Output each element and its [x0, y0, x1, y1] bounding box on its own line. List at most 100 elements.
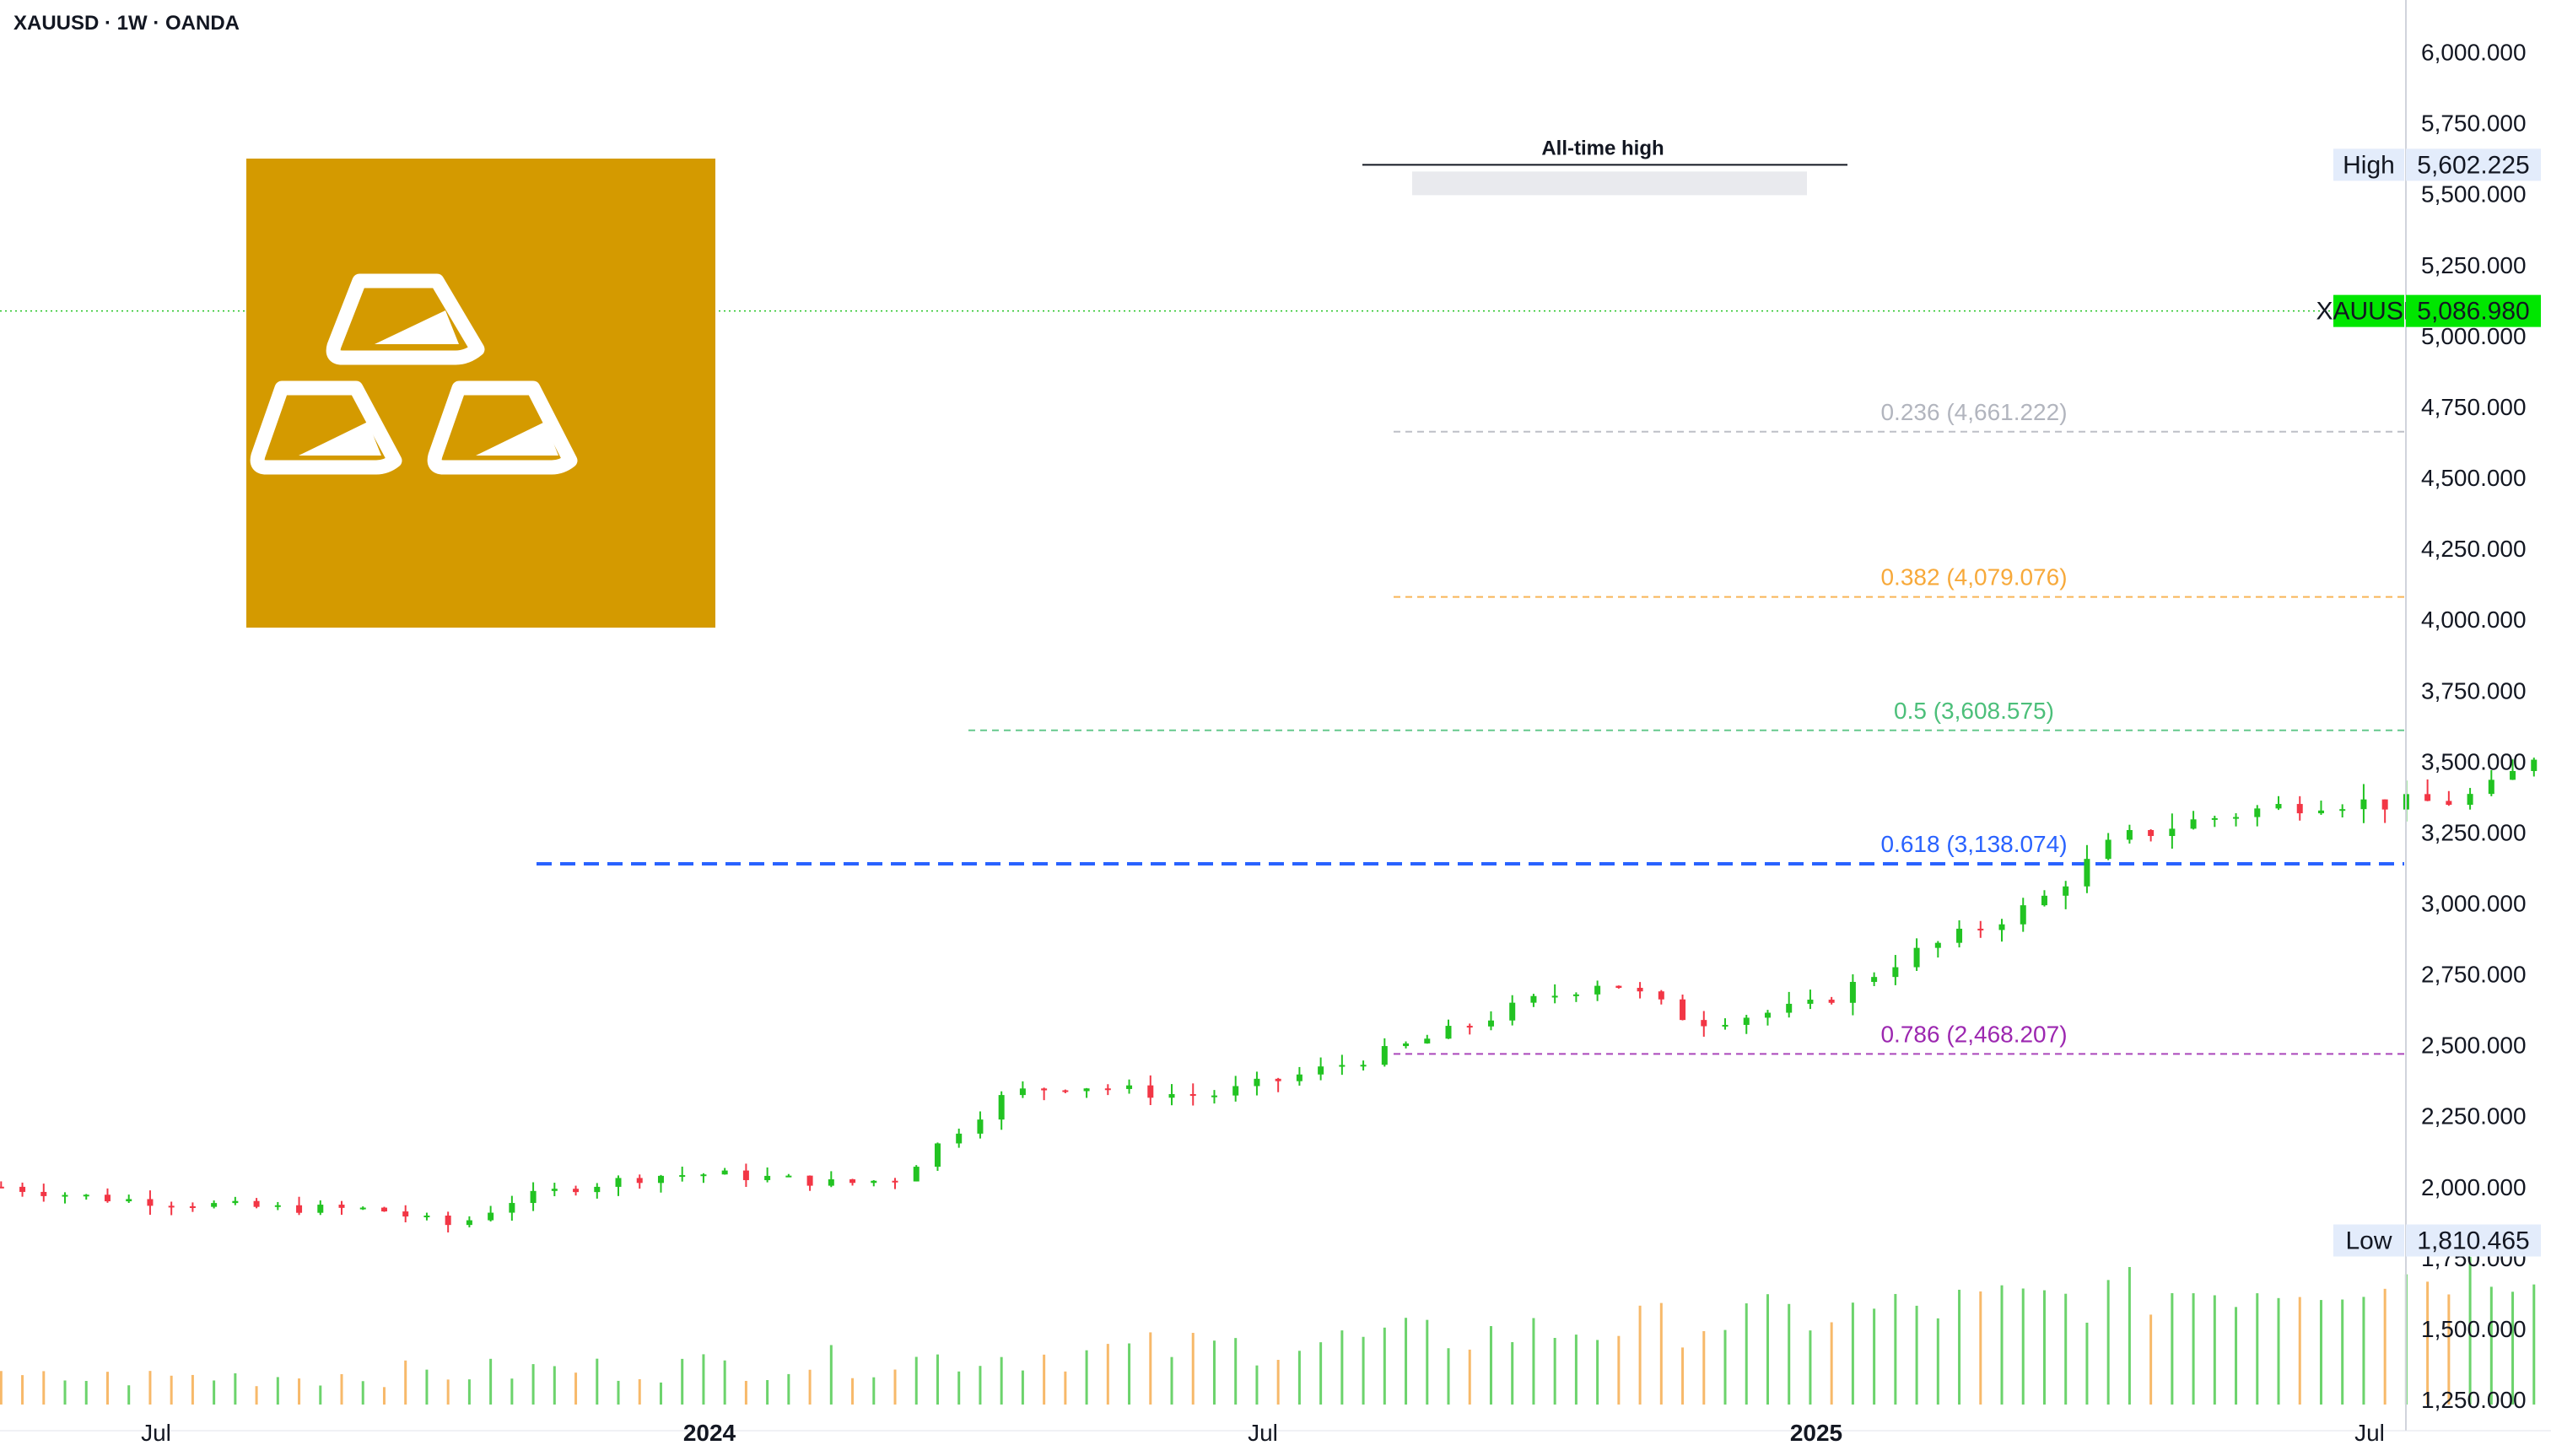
volume-bar — [893, 1369, 897, 1405]
candle-body — [2169, 828, 2176, 837]
volume-bar — [1788, 1303, 1791, 1405]
volume-bar — [808, 1369, 812, 1405]
price-tick-label: 3,250.000 — [2421, 819, 2527, 845]
volume-bar — [1468, 1349, 1471, 1405]
candle-body — [1530, 995, 1537, 1003]
candle-body — [2296, 804, 2303, 814]
volume-bar — [0, 1371, 3, 1405]
volume-bar — [2192, 1293, 2195, 1405]
candle-body — [1701, 1020, 1707, 1027]
volume-bar — [1128, 1343, 1131, 1405]
candle-body — [2317, 810, 2324, 814]
price-tick-label: 2,750.000 — [2421, 962, 2527, 988]
volume-bar — [702, 1354, 705, 1405]
volume-bar — [1255, 1365, 1259, 1405]
low-badge: Low 1,810.465 — [2333, 1224, 2541, 1257]
volume-bar — [2383, 1288, 2387, 1405]
candle-body — [998, 1095, 1005, 1120]
candle-body — [147, 1199, 154, 1206]
candle-body — [2510, 771, 2516, 780]
badge-value-bg — [2406, 148, 2541, 181]
volume-bar — [467, 1379, 471, 1405]
candle-body — [1104, 1088, 1111, 1091]
volume-bar — [213, 1380, 216, 1405]
volume-bar — [1234, 1338, 1238, 1405]
volume-bar — [1979, 1291, 1982, 1405]
candle-body — [785, 1175, 792, 1178]
volume-bar — [531, 1364, 535, 1405]
candle-body — [2446, 801, 2452, 806]
candle-body — [1254, 1078, 1260, 1087]
candle-body — [2254, 808, 2261, 817]
candle-body — [742, 1170, 749, 1180]
candle-body — [83, 1194, 89, 1197]
volume-bar — [1405, 1318, 1408, 1405]
candle-body — [1956, 928, 1963, 943]
volume-bar — [446, 1379, 450, 1405]
candle-body — [1318, 1066, 1324, 1075]
price-tick-label: 4,750.000 — [2421, 394, 2527, 420]
volume-bars — [0, 1257, 2536, 1405]
volume-bar — [936, 1354, 939, 1405]
candle-body — [62, 1194, 68, 1197]
volume-bar — [1638, 1305, 1642, 1405]
volume-bar — [105, 1372, 109, 1405]
volume-bar — [298, 1378, 301, 1405]
volume-bar — [1489, 1326, 1492, 1405]
price-tick-label: 2,250.000 — [2421, 1103, 2527, 1130]
candle-body — [1892, 967, 1899, 978]
candle-body — [1189, 1094, 1196, 1097]
volume-bar — [1596, 1340, 1599, 1405]
volume-bar — [1894, 1293, 1897, 1405]
fib-level-label: 0.786 (2,468.207) — [1880, 1021, 2067, 1047]
volume-bar — [1319, 1342, 1323, 1405]
candle-body — [509, 1203, 515, 1213]
candle-body — [871, 1180, 877, 1184]
symbol-title[interactable]: XAUUSD · 1W · OANDA — [13, 12, 240, 35]
volume-bar — [2021, 1288, 2025, 1405]
volume-bar — [1809, 1330, 1812, 1405]
candle-body — [1424, 1038, 1431, 1043]
candlestick-series[interactable] — [0, 164, 2551, 1232]
candle-body — [189, 1206, 196, 1208]
candle-body — [934, 1143, 941, 1167]
time-tick-label: Jul — [2354, 1420, 2385, 1446]
candle-body — [1381, 1046, 1388, 1065]
candle-body — [2360, 799, 2367, 810]
volume-bar — [2298, 1297, 2301, 1405]
price-tick-label: 5,750.000 — [2421, 111, 2527, 137]
time-axis[interactable]: Jul2024Jul2025Jul2026Jul2027Jul — [0, 1420, 2551, 1446]
price-tick-label: 5,500.000 — [2421, 181, 2527, 208]
candle-body — [530, 1190, 537, 1204]
high-badge-value: 5,602.225 — [2417, 151, 2529, 179]
price-axis[interactable]: 6,250.0006,000.0005,750.0005,500.0005,25… — [2405, 0, 2527, 1431]
volume-bar — [276, 1377, 279, 1405]
volume-bar — [2171, 1292, 2174, 1405]
badge-label-bg — [2333, 294, 2404, 327]
candle-body — [1296, 1074, 1302, 1081]
price-tick-label: 4,500.000 — [2421, 465, 2527, 491]
candle-body — [2275, 804, 2282, 809]
volume-bar — [2277, 1297, 2280, 1405]
candle-body — [40, 1191, 47, 1196]
high-badge: High 5,602.225 — [2333, 148, 2541, 181]
badge-label-bg — [2333, 148, 2404, 181]
candle-body — [2190, 819, 2197, 829]
volume-bar — [1085, 1350, 1088, 1405]
volume-bar — [2213, 1295, 2216, 1405]
volume-bar — [1766, 1294, 1769, 1405]
volume-bar — [1000, 1356, 1003, 1405]
volume-bar — [2000, 1285, 2004, 1405]
volume-bar — [723, 1360, 726, 1405]
volume-bar — [1745, 1303, 1748, 1405]
candle-body — [104, 1194, 111, 1202]
candle-body — [764, 1175, 771, 1180]
volume-bar — [1212, 1340, 1216, 1405]
candle-body — [1680, 999, 1686, 1021]
candle-body — [2063, 886, 2069, 896]
candle-body — [1487, 1020, 1494, 1027]
candle-body — [1466, 1026, 1473, 1028]
fib-level-label: 0.382 (4,079.076) — [1880, 564, 2067, 590]
